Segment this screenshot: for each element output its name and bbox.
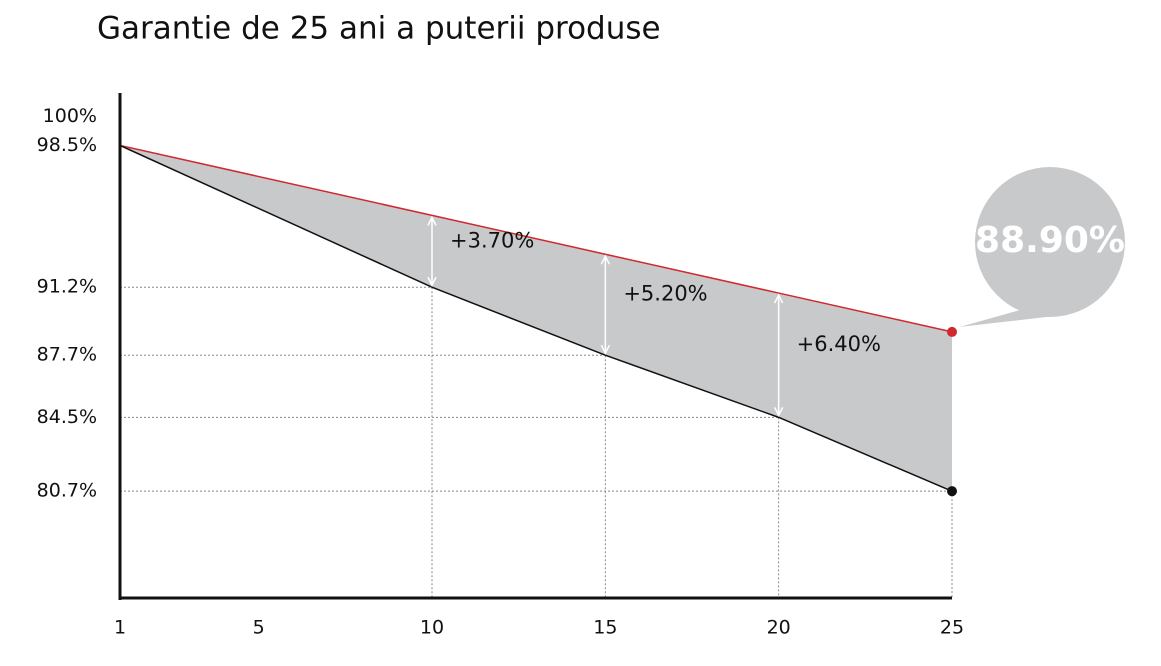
y-tick-label: 80.7% <box>37 480 97 502</box>
y-tick-label: 91.2% <box>37 276 97 298</box>
x-tick-label: 20 <box>767 617 791 639</box>
x-tick-label: 1 <box>114 617 126 639</box>
end-point <box>947 326 957 337</box>
callout-bubble <box>975 167 1125 317</box>
x-tick-label: 5 <box>253 617 265 639</box>
arrow-head <box>773 407 784 418</box>
arrow-head <box>427 215 437 226</box>
arrow-head <box>600 254 611 265</box>
arrow-head <box>600 344 611 355</box>
y-tick-label: 87.7% <box>37 344 97 366</box>
y-tick-label: 100% <box>43 105 97 127</box>
callout-label: 88.90% <box>975 220 1125 261</box>
end-point <box>947 486 957 497</box>
gap-area <box>120 145 952 492</box>
series-line <box>119 144 953 492</box>
y-tick-label: 84.5% <box>37 406 97 428</box>
chart-title: Garantie de 25 ani a puterii produse <box>97 11 661 47</box>
x-tick-label: 15 <box>593 617 617 639</box>
x-tick-label: 10 <box>420 617 444 639</box>
annotation-label: +6.40% <box>797 332 881 356</box>
series-line <box>119 144 953 333</box>
y-tick-label: 98.5% <box>37 134 97 156</box>
annotation-label: +5.20% <box>623 282 707 306</box>
annotation-label: +3.70% <box>450 228 534 252</box>
x-tick-label: 25 <box>940 617 964 639</box>
arrow-head <box>773 293 784 304</box>
arrow-head <box>427 276 437 287</box>
